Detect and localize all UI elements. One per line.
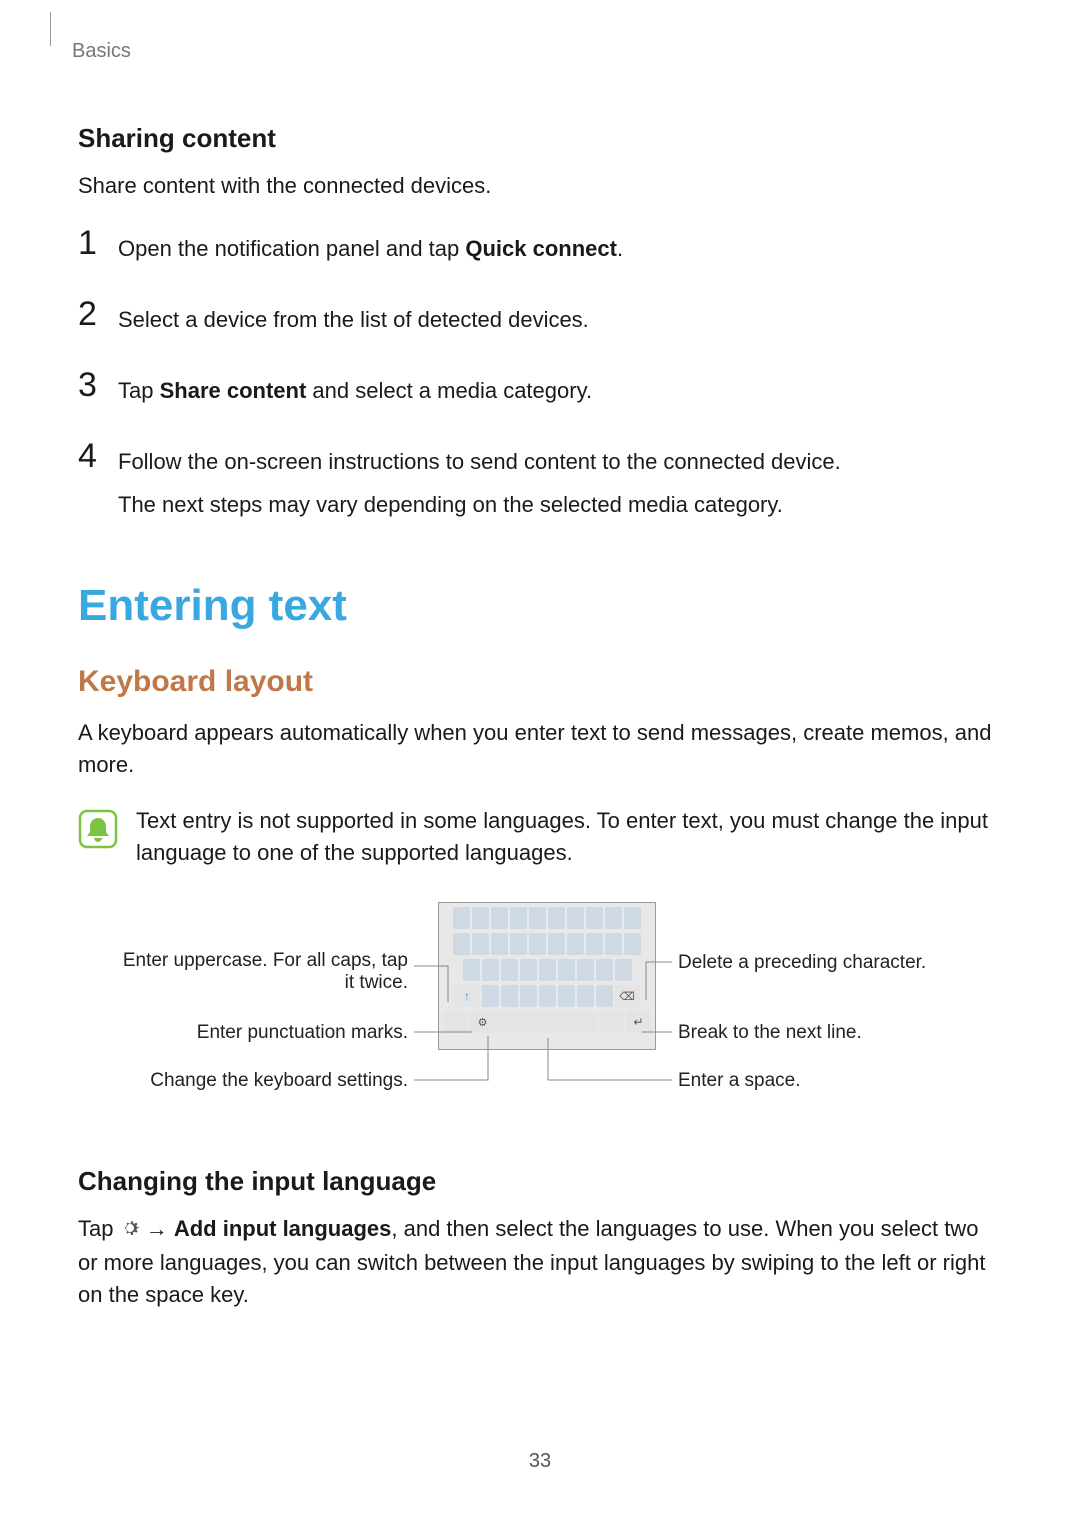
info-bell-icon: [78, 809, 118, 849]
sharing-heading: Sharing content: [78, 123, 1002, 154]
step-number: 2: [78, 297, 118, 331]
note-text: Text entry is not supported in some lang…: [136, 805, 1002, 869]
step-body: Select a device from the list of detecte…: [118, 297, 589, 346]
step-item: 2Select a device from the list of detect…: [78, 297, 1002, 346]
step-number: 4: [78, 439, 118, 473]
callout-uppercase: Enter uppercase. For all caps, tapit twi…: [78, 950, 408, 994]
step-line: Open the notification panel and tap Quic…: [118, 232, 623, 265]
changing-language-text: Tap → Add input languages, and then sele…: [78, 1213, 1002, 1311]
sharing-steps: 1Open the notification panel and tap Qui…: [78, 226, 1002, 531]
header-rule: [50, 12, 51, 46]
step-line: The next steps may vary depending on the…: [118, 488, 841, 521]
step-body: Open the notification panel and tap Quic…: [118, 226, 623, 275]
entering-heading: Entering text: [78, 581, 1002, 631]
callout-settings: Change the keyboard settings.: [78, 1070, 408, 1092]
step-line: Follow the on-screen instructions to sen…: [118, 445, 841, 478]
breadcrumb: Basics: [72, 40, 1002, 63]
step-number: 3: [78, 368, 118, 402]
step-line: Tap Share content and select a media cat…: [118, 374, 592, 407]
keyboard-layout-intro: A keyboard appears automatically when yo…: [78, 717, 1002, 781]
step-body: Tap Share content and select a media cat…: [118, 368, 592, 417]
step-item: 3Tap Share content and select a media ca…: [78, 368, 1002, 417]
step-item: 4Follow the on-screen instructions to se…: [78, 439, 1002, 531]
step-number: 1: [78, 226, 118, 260]
changing-arrow: →: [140, 1216, 174, 1241]
keyboard-diagram: ↑⌫ ⚙↵ Enter uppercase. For all caps, tap…: [78, 902, 1002, 1122]
step-body: Follow the on-screen instructions to sen…: [118, 439, 841, 531]
note-row: Text entry is not supported in some lang…: [78, 805, 1002, 869]
callout-punctuation: Enter punctuation marks.: [78, 1022, 408, 1044]
page-number: 33: [0, 1450, 1080, 1473]
changing-pre: Tap: [78, 1216, 120, 1241]
callout-delete: Delete a preceding character.: [678, 952, 998, 974]
step-line: Select a device from the list of detecte…: [118, 303, 589, 336]
changing-language-heading: Changing the input language: [78, 1166, 1002, 1197]
step-item: 1Open the notification panel and tap Qui…: [78, 226, 1002, 275]
sharing-intro: Share content with the connected devices…: [78, 170, 1002, 202]
callout-space: Enter a space.: [678, 1070, 998, 1092]
gear-icon: [120, 1215, 140, 1247]
changing-bold: Add input languages: [174, 1216, 392, 1241]
keyboard-layout-heading: Keyboard layout: [78, 665, 1002, 699]
callout-nextline: Break to the next line.: [678, 1022, 998, 1044]
